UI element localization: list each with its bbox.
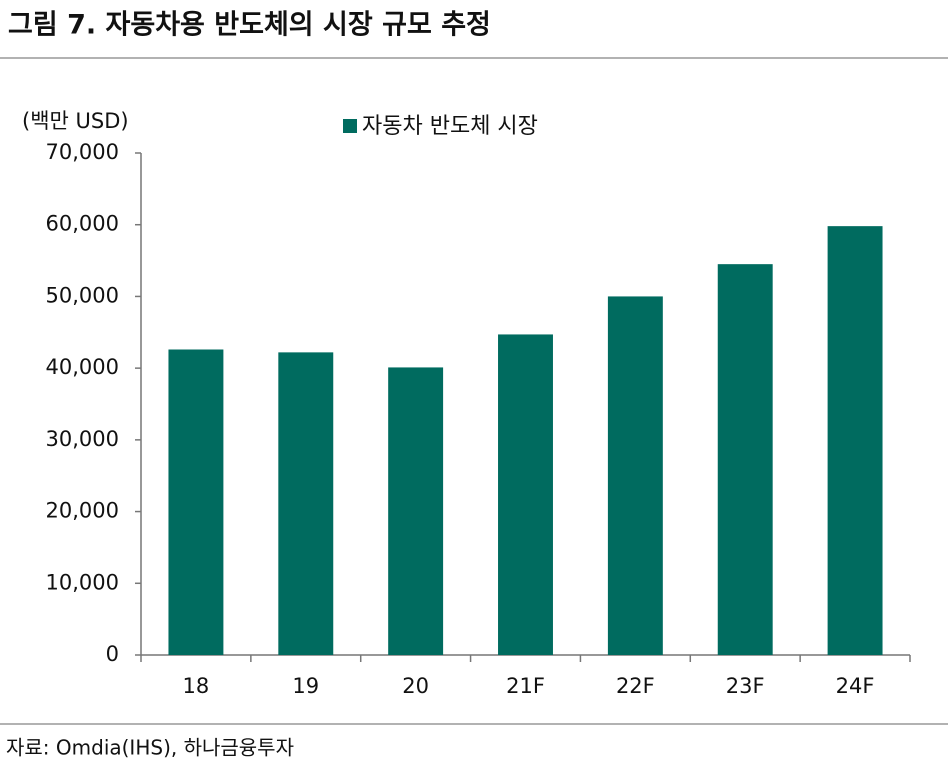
x-tick-label: 21F (506, 674, 545, 698)
bar (388, 367, 444, 655)
x-tick-label: 22F (616, 674, 655, 698)
legend-label: 자동차 반도체 시장 (362, 114, 538, 139)
bar (278, 352, 334, 655)
chart-title: 그림 7. 자동차용 반도체의 시장 규모 추정 (8, 10, 491, 41)
x-tick-label: 20 (402, 674, 429, 698)
bar (168, 349, 224, 655)
x-tick-label: 19 (292, 674, 319, 698)
bar (607, 296, 663, 655)
legend-swatch (343, 119, 357, 133)
y-tick-label: 30,000 (46, 427, 119, 451)
y-tick-label: 10,000 (46, 570, 119, 594)
bar (498, 334, 553, 655)
y-axis-label: (백만 USD) (22, 109, 129, 133)
x-tick-label: 23F (726, 674, 765, 698)
bar (717, 264, 773, 655)
bar (827, 226, 883, 656)
y-tick-label: 0 (106, 642, 119, 666)
x-tick-label: 24F (836, 674, 875, 698)
y-tick-label: 40,000 (46, 355, 119, 379)
y-tick-label: 70,000 (46, 140, 119, 164)
x-tick-label: 18 (183, 674, 210, 698)
y-tick-label: 20,000 (46, 499, 119, 523)
source: 자료: Omdia(IHS), 하나금융투자 (6, 736, 294, 760)
y-tick-label: 50,000 (46, 283, 119, 307)
y-tick-label: 60,000 (46, 212, 119, 236)
